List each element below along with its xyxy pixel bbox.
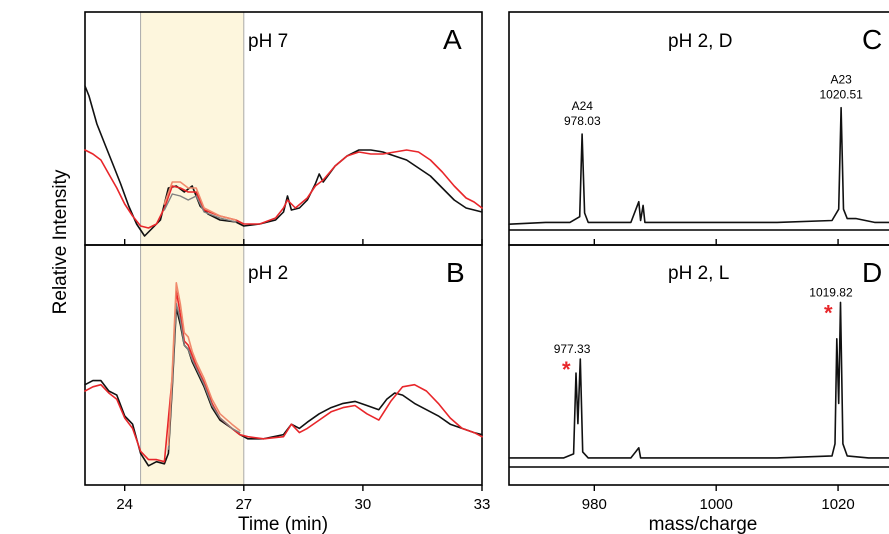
axis-ticks: 24 27 30 33 980 1000 1020 (116, 239, 855, 513)
panel-C-letter: C (862, 24, 882, 55)
panel-A-series-salmon (163, 181, 237, 221)
panel-C-series-black (508, 106, 889, 225)
highlight-region (140, 12, 244, 485)
left-x-tick-label: 33 (474, 496, 491, 513)
peak-label-name: A24 (572, 99, 594, 113)
panel-D-frame (508, 244, 889, 486)
peak-label-name: A23 (830, 73, 852, 87)
left-x-tick-label: 24 (116, 496, 133, 513)
peak-label-mz: 1020.51 (819, 88, 863, 102)
panel-A-letter: A (443, 24, 462, 55)
panel-B-series-salmon (167, 282, 241, 446)
panel-A-series-red (84, 149, 483, 229)
right-x-axis-label: mass/charge (649, 514, 758, 534)
panel-B-frame (84, 244, 483, 486)
panel-D-title: pH 2, L (668, 263, 729, 284)
traces (84, 85, 889, 467)
panel-B-letter: B (446, 257, 465, 288)
left-x-tick-label: 30 (355, 496, 372, 513)
panel-D-series-black (508, 301, 889, 459)
panel-B-series-gray (167, 302, 241, 450)
right-x-tick-label: 980 (582, 496, 607, 513)
right-x-tick-label: 1020 (821, 496, 854, 513)
peak-label-mz: 977.33 (554, 342, 591, 356)
peak-label-mz: 978.03 (564, 114, 601, 128)
panel-B-series-red (84, 290, 483, 463)
red-star-marker: * (824, 300, 833, 325)
left-x-axis-label: Time (min) (238, 514, 328, 534)
right-x-tick-label: 1000 (700, 496, 733, 513)
left-y-axis-label: Relative Intensity (50, 169, 71, 314)
panel-A-series-black (84, 85, 483, 237)
panel-B-title: pH 2 (248, 263, 288, 284)
panel-A-title: pH 7 (248, 31, 288, 52)
panel-C-title: pH 2, D (668, 31, 732, 52)
left-x-tick-label: 27 (235, 496, 252, 513)
panel-A-series-gray (163, 193, 237, 223)
peak-label-mz: 1019.82 (809, 285, 853, 299)
panel-D-letter: D (862, 257, 882, 288)
red-star-marker: * (562, 357, 571, 382)
